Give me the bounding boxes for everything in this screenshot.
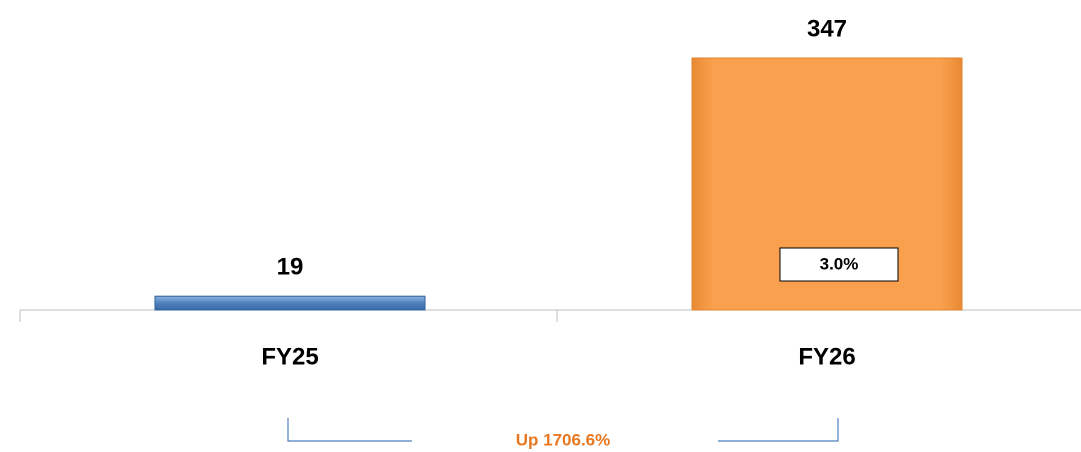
x-tick-label: FY26	[798, 343, 855, 370]
value-label: 347	[807, 15, 847, 42]
change-annotation: Up 1706.6%	[516, 430, 611, 449]
bracket-right	[718, 418, 839, 442]
bar-annotation: 3.0%	[820, 254, 859, 273]
bracket-left	[287, 418, 412, 442]
value-label: 19	[277, 254, 304, 281]
bracket	[287, 418, 839, 442]
annotation-box	[779, 247, 899, 282]
bar	[154, 295, 426, 311]
axis	[19, 309, 1081, 322]
x-tick-label: FY25	[261, 343, 318, 370]
